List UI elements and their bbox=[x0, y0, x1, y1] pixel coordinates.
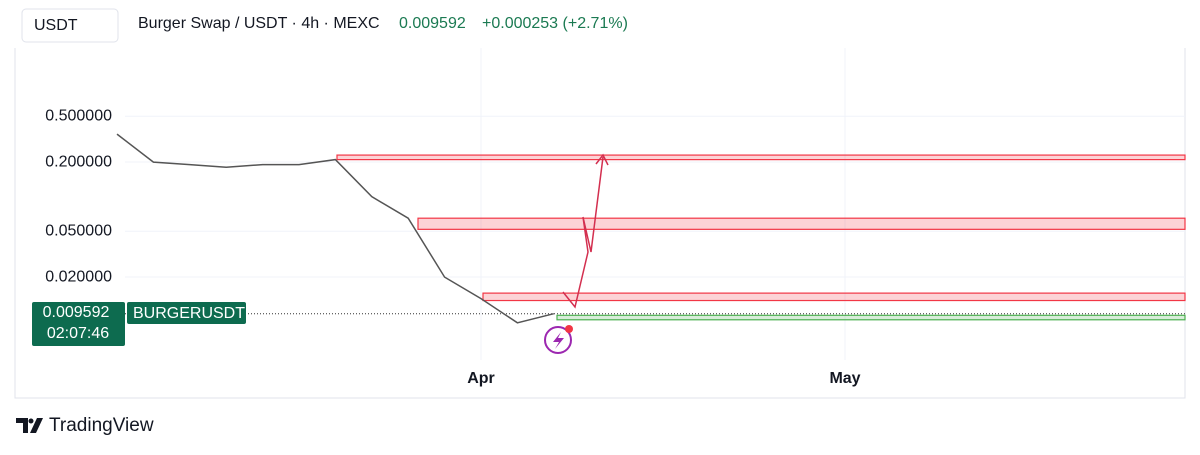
projection-arrow bbox=[562, 156, 604, 309]
header-change: +0.000253 (+2.71%) bbox=[482, 15, 628, 32]
zone bbox=[556, 314, 1186, 321]
y-tick-label: 0.500000 bbox=[45, 108, 112, 125]
arrow-head bbox=[595, 153, 609, 166]
brand[interactable]: TradingView bbox=[49, 415, 154, 436]
zone bbox=[482, 292, 1186, 302]
symbol-title: Burger Swap / USDT · 4h · MEXC bbox=[138, 15, 380, 32]
y-tick-label: 0.200000 bbox=[45, 153, 112, 170]
x-tick-label: Apr bbox=[467, 370, 495, 387]
x-tick-label: May bbox=[829, 370, 860, 387]
event-bolt bbox=[553, 332, 564, 349]
price-tag bbox=[32, 302, 125, 346]
symbol-tag bbox=[127, 302, 246, 324]
quote: USDT bbox=[34, 17, 78, 34]
y-tick-label: 0.050000 bbox=[45, 223, 112, 240]
quote-box[interactable] bbox=[21, 8, 119, 43]
countdown: 02:07:46 bbox=[47, 325, 109, 342]
price-tag-value: 0.009592 bbox=[43, 304, 110, 321]
y-tick-label: 0.020000 bbox=[45, 268, 112, 285]
header-price: 0.009592 bbox=[399, 15, 466, 32]
header-bg bbox=[8, 0, 1192, 48]
event-dot bbox=[565, 325, 573, 333]
chart-frame bbox=[14, 7, 1186, 399]
symbol-tag-text: BURGERUSDT bbox=[133, 305, 245, 322]
zone bbox=[417, 217, 1186, 230]
logo-icon bbox=[16, 418, 43, 433]
zone bbox=[336, 154, 1186, 161]
price-line bbox=[116, 133, 554, 324]
logo-dot bbox=[28, 418, 34, 424]
